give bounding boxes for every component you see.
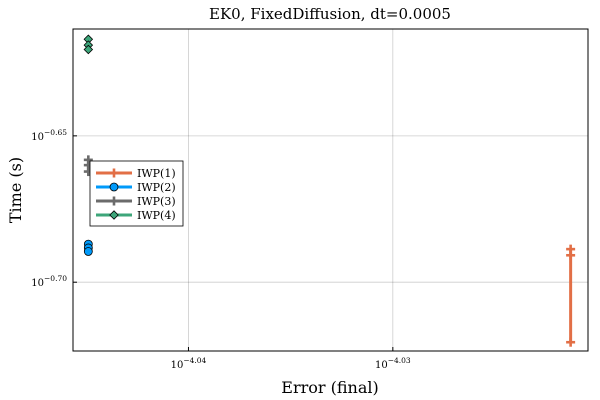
legend-label: IWP(4) — [137, 209, 176, 222]
y-tick-label-base: 10 — [31, 132, 44, 143]
legend-marker — [109, 196, 119, 206]
y-axis-label: Time (s) — [6, 157, 25, 223]
x-axis-label: Error (final) — [281, 378, 378, 397]
legend: IWP(1)IWP(2)IWP(3)IWP(4) — [89, 160, 184, 227]
x-tick-label: 10−4.03 — [375, 356, 411, 371]
series-4 — [83, 34, 94, 55]
x-tick-label-exp: −4.04 — [183, 356, 206, 365]
series-layer — [83, 34, 576, 347]
grid — [73, 29, 588, 351]
legend-label: IWP(1) — [137, 167, 176, 180]
legend-label: IWP(2) — [137, 181, 176, 194]
legend-entry: IWP(4) — [96, 209, 176, 222]
x-tick-label-base: 10 — [375, 360, 388, 371]
y-tick-label-exp: −0.70 — [44, 274, 67, 283]
y-tick-label: 10−0.65 — [31, 128, 67, 143]
data-point — [83, 44, 94, 55]
x-tick-label-exp: −4.03 — [388, 356, 411, 365]
legend-entry: IWP(2) — [96, 181, 176, 194]
series-1 — [566, 244, 576, 347]
y-tick-label: 10−0.70 — [31, 274, 67, 289]
series-3 — [83, 155, 93, 177]
y-tick-label-base: 10 — [31, 278, 44, 289]
x-tick-label: 10−4.04 — [171, 356, 207, 371]
legend-label: IWP(3) — [137, 195, 176, 208]
series-2 — [83, 239, 93, 256]
legend-marker — [109, 182, 119, 192]
legend-entry: IWP(3) — [96, 195, 176, 208]
y-tick-label-exp: −0.65 — [44, 128, 67, 137]
legend-marker — [109, 168, 119, 178]
data-point — [566, 250, 576, 260]
x-tick-label-base: 10 — [171, 360, 184, 371]
legend-marker — [109, 210, 119, 220]
plot-frame — [72, 28, 589, 352]
legend-entry: IWP(1) — [96, 167, 176, 180]
data-point — [566, 337, 576, 347]
chart-title: EK0, FixedDiffusion, dt=0.0005 — [209, 5, 451, 23]
data-point — [83, 247, 93, 256]
